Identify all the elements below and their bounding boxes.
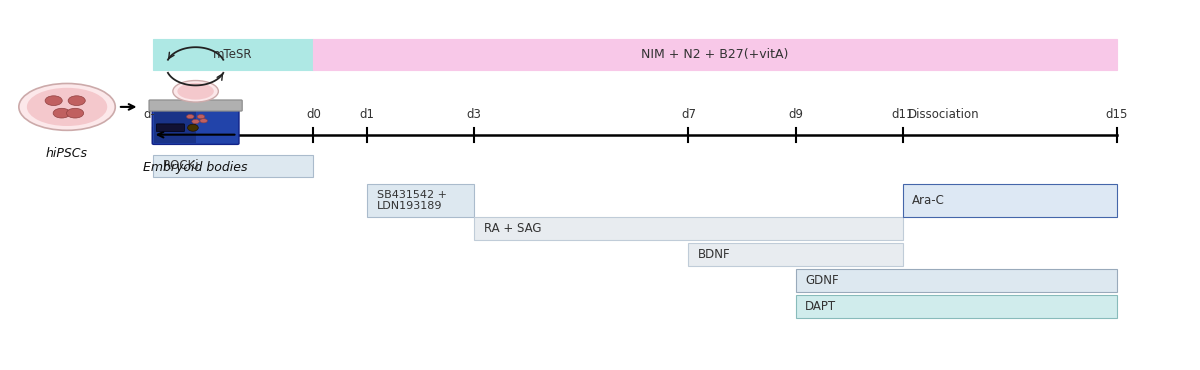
Text: DAPT: DAPT	[805, 300, 836, 313]
Text: SB431542 +
LDN193189: SB431542 + LDN193189	[377, 190, 446, 211]
Text: mTeSR: mTeSR	[214, 48, 253, 61]
FancyBboxPatch shape	[313, 39, 1117, 70]
FancyBboxPatch shape	[152, 39, 313, 70]
FancyBboxPatch shape	[152, 155, 313, 177]
Ellipse shape	[26, 88, 107, 126]
FancyBboxPatch shape	[902, 184, 1117, 217]
FancyBboxPatch shape	[154, 110, 196, 143]
Text: d15: d15	[1105, 108, 1128, 121]
FancyBboxPatch shape	[152, 109, 239, 144]
Text: Dissociation: Dissociation	[908, 108, 979, 121]
Text: d7: d7	[680, 108, 696, 121]
Ellipse shape	[197, 115, 205, 119]
Text: RA + SAG: RA + SAG	[484, 222, 541, 235]
Text: d-3: d-3	[143, 108, 162, 121]
Ellipse shape	[46, 96, 62, 105]
Text: NIM + N2 + B27(+vitA): NIM + N2 + B27(+vitA)	[642, 48, 788, 61]
Ellipse shape	[66, 108, 84, 118]
Ellipse shape	[53, 108, 71, 118]
FancyBboxPatch shape	[149, 100, 242, 111]
FancyBboxPatch shape	[689, 243, 902, 266]
FancyBboxPatch shape	[156, 124, 185, 132]
FancyBboxPatch shape	[796, 295, 1117, 318]
Text: d11: d11	[892, 108, 914, 121]
Ellipse shape	[192, 120, 199, 124]
Text: d0: d0	[306, 108, 320, 121]
Text: GDNF: GDNF	[805, 274, 839, 287]
Ellipse shape	[200, 119, 208, 123]
Text: Ara-C: Ara-C	[912, 194, 946, 207]
Ellipse shape	[178, 83, 214, 100]
FancyBboxPatch shape	[367, 184, 474, 217]
Ellipse shape	[68, 96, 85, 105]
Text: ROCKi: ROCKi	[162, 159, 199, 172]
Ellipse shape	[186, 115, 194, 119]
FancyBboxPatch shape	[474, 217, 902, 240]
Ellipse shape	[19, 84, 115, 130]
Text: d9: d9	[788, 108, 803, 121]
Circle shape	[187, 124, 198, 131]
Text: d1: d1	[360, 108, 374, 121]
Text: Embryoid bodies: Embryoid bodies	[143, 161, 248, 174]
Ellipse shape	[173, 81, 218, 102]
Text: hiPSCs: hiPSCs	[46, 147, 88, 160]
Text: BDNF: BDNF	[698, 248, 731, 261]
FancyBboxPatch shape	[796, 269, 1117, 292]
Text: d3: d3	[467, 108, 481, 121]
